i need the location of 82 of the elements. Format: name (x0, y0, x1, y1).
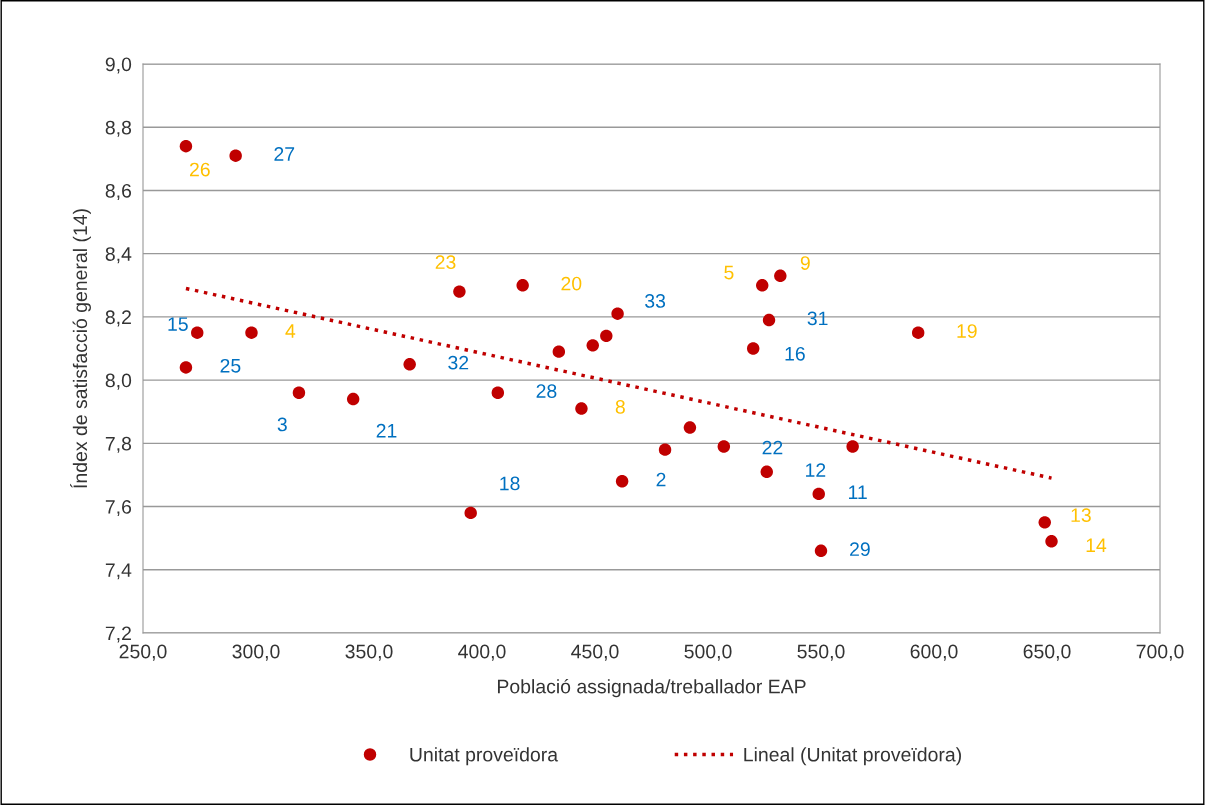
point (1045, 535, 1058, 548)
annotation: 12 (806, 463, 826, 477)
point (911, 326, 925, 339)
point (229, 149, 242, 162)
annotation: 18 (500, 476, 520, 491)
y-tick-label: 8,0 (105, 373, 132, 390)
x-tick-label: 300,0 (232, 644, 280, 661)
point (658, 443, 672, 456)
annotation: 20 (561, 276, 582, 291)
annotation: 25 (220, 358, 241, 373)
legend-label: Unitat proveïdora (410, 747, 559, 766)
point (191, 326, 204, 339)
y-axis-title: Índex de satisfacció general (14) (70, 209, 91, 488)
point (179, 139, 193, 153)
point (245, 326, 258, 339)
annotation: 19 (957, 324, 977, 338)
annotation: 9 (800, 256, 810, 270)
annotation: 21 (376, 423, 397, 438)
annotation: 23 (435, 255, 456, 270)
annotation: 32 (448, 355, 469, 370)
y-tick-label: 8,6 (105, 183, 132, 200)
x-tick-label: 500,0 (684, 644, 732, 661)
point (1038, 516, 1051, 529)
x-tick-label: 350,0 (345, 644, 393, 661)
annotation: 26 (189, 162, 210, 177)
y-tick-label: 7,4 (105, 563, 132, 580)
y-tick-label: 8,2 (105, 310, 131, 327)
x-tick-label: 250,0 (119, 644, 167, 661)
point (762, 313, 776, 327)
y-tick-label: 9,0 (105, 57, 132, 74)
y-tick-label: 7,6 (105, 500, 132, 517)
point (774, 269, 787, 283)
legend-label: Lineal (Unitat proveïdora) (744, 747, 961, 766)
annotation: 27 (274, 147, 295, 161)
point (346, 392, 360, 406)
point (453, 285, 466, 298)
x-axis-title: Població assignada/treballador EAP (497, 678, 806, 698)
point (683, 421, 697, 434)
x-tick-label: 600,0 (910, 644, 958, 661)
annotation: 29 (850, 542, 870, 557)
point (552, 345, 566, 358)
annotation: 33 (645, 294, 666, 308)
y-tick-label: 8,4 (105, 247, 132, 264)
annotation: 13 (1071, 508, 1091, 523)
point (516, 279, 529, 292)
annotation: 28 (536, 384, 557, 398)
annotation: 4 (285, 324, 296, 338)
x-tick-label: 650,0 (1023, 644, 1071, 661)
point (611, 307, 624, 320)
annotation: 16 (785, 346, 805, 361)
point (292, 386, 306, 399)
point (600, 329, 613, 343)
point (812, 487, 825, 501)
point (717, 440, 731, 453)
point (403, 358, 416, 371)
point (814, 544, 828, 558)
x-tick-label: 550,0 (797, 644, 845, 661)
annotation: 3 (277, 417, 287, 432)
y-tick-label: 7,2 (105, 626, 131, 643)
annotation: 14 (1086, 538, 1107, 552)
annotation: 15 (168, 317, 188, 331)
point (575, 402, 588, 415)
point (586, 339, 599, 352)
point (756, 279, 769, 292)
y-tick-label: 8,8 (105, 120, 132, 137)
annotation: 22 (762, 440, 783, 455)
point (746, 342, 760, 355)
annotation: 8 (615, 400, 625, 414)
annotation: 2 (656, 472, 666, 487)
x-tick-label: 400,0 (458, 644, 506, 661)
point (615, 475, 629, 488)
annotation: 5 (724, 265, 734, 280)
x-tick-label: 450,0 (571, 644, 619, 661)
annotation: 31 (807, 311, 828, 326)
annotation: 11 (849, 485, 867, 499)
point (464, 506, 477, 520)
x-tick-label: 700,0 (1136, 644, 1184, 661)
point (491, 386, 505, 399)
y-tick-label: 7,8 (105, 436, 132, 453)
point (846, 440, 859, 453)
point (760, 465, 773, 478)
point (179, 361, 193, 374)
